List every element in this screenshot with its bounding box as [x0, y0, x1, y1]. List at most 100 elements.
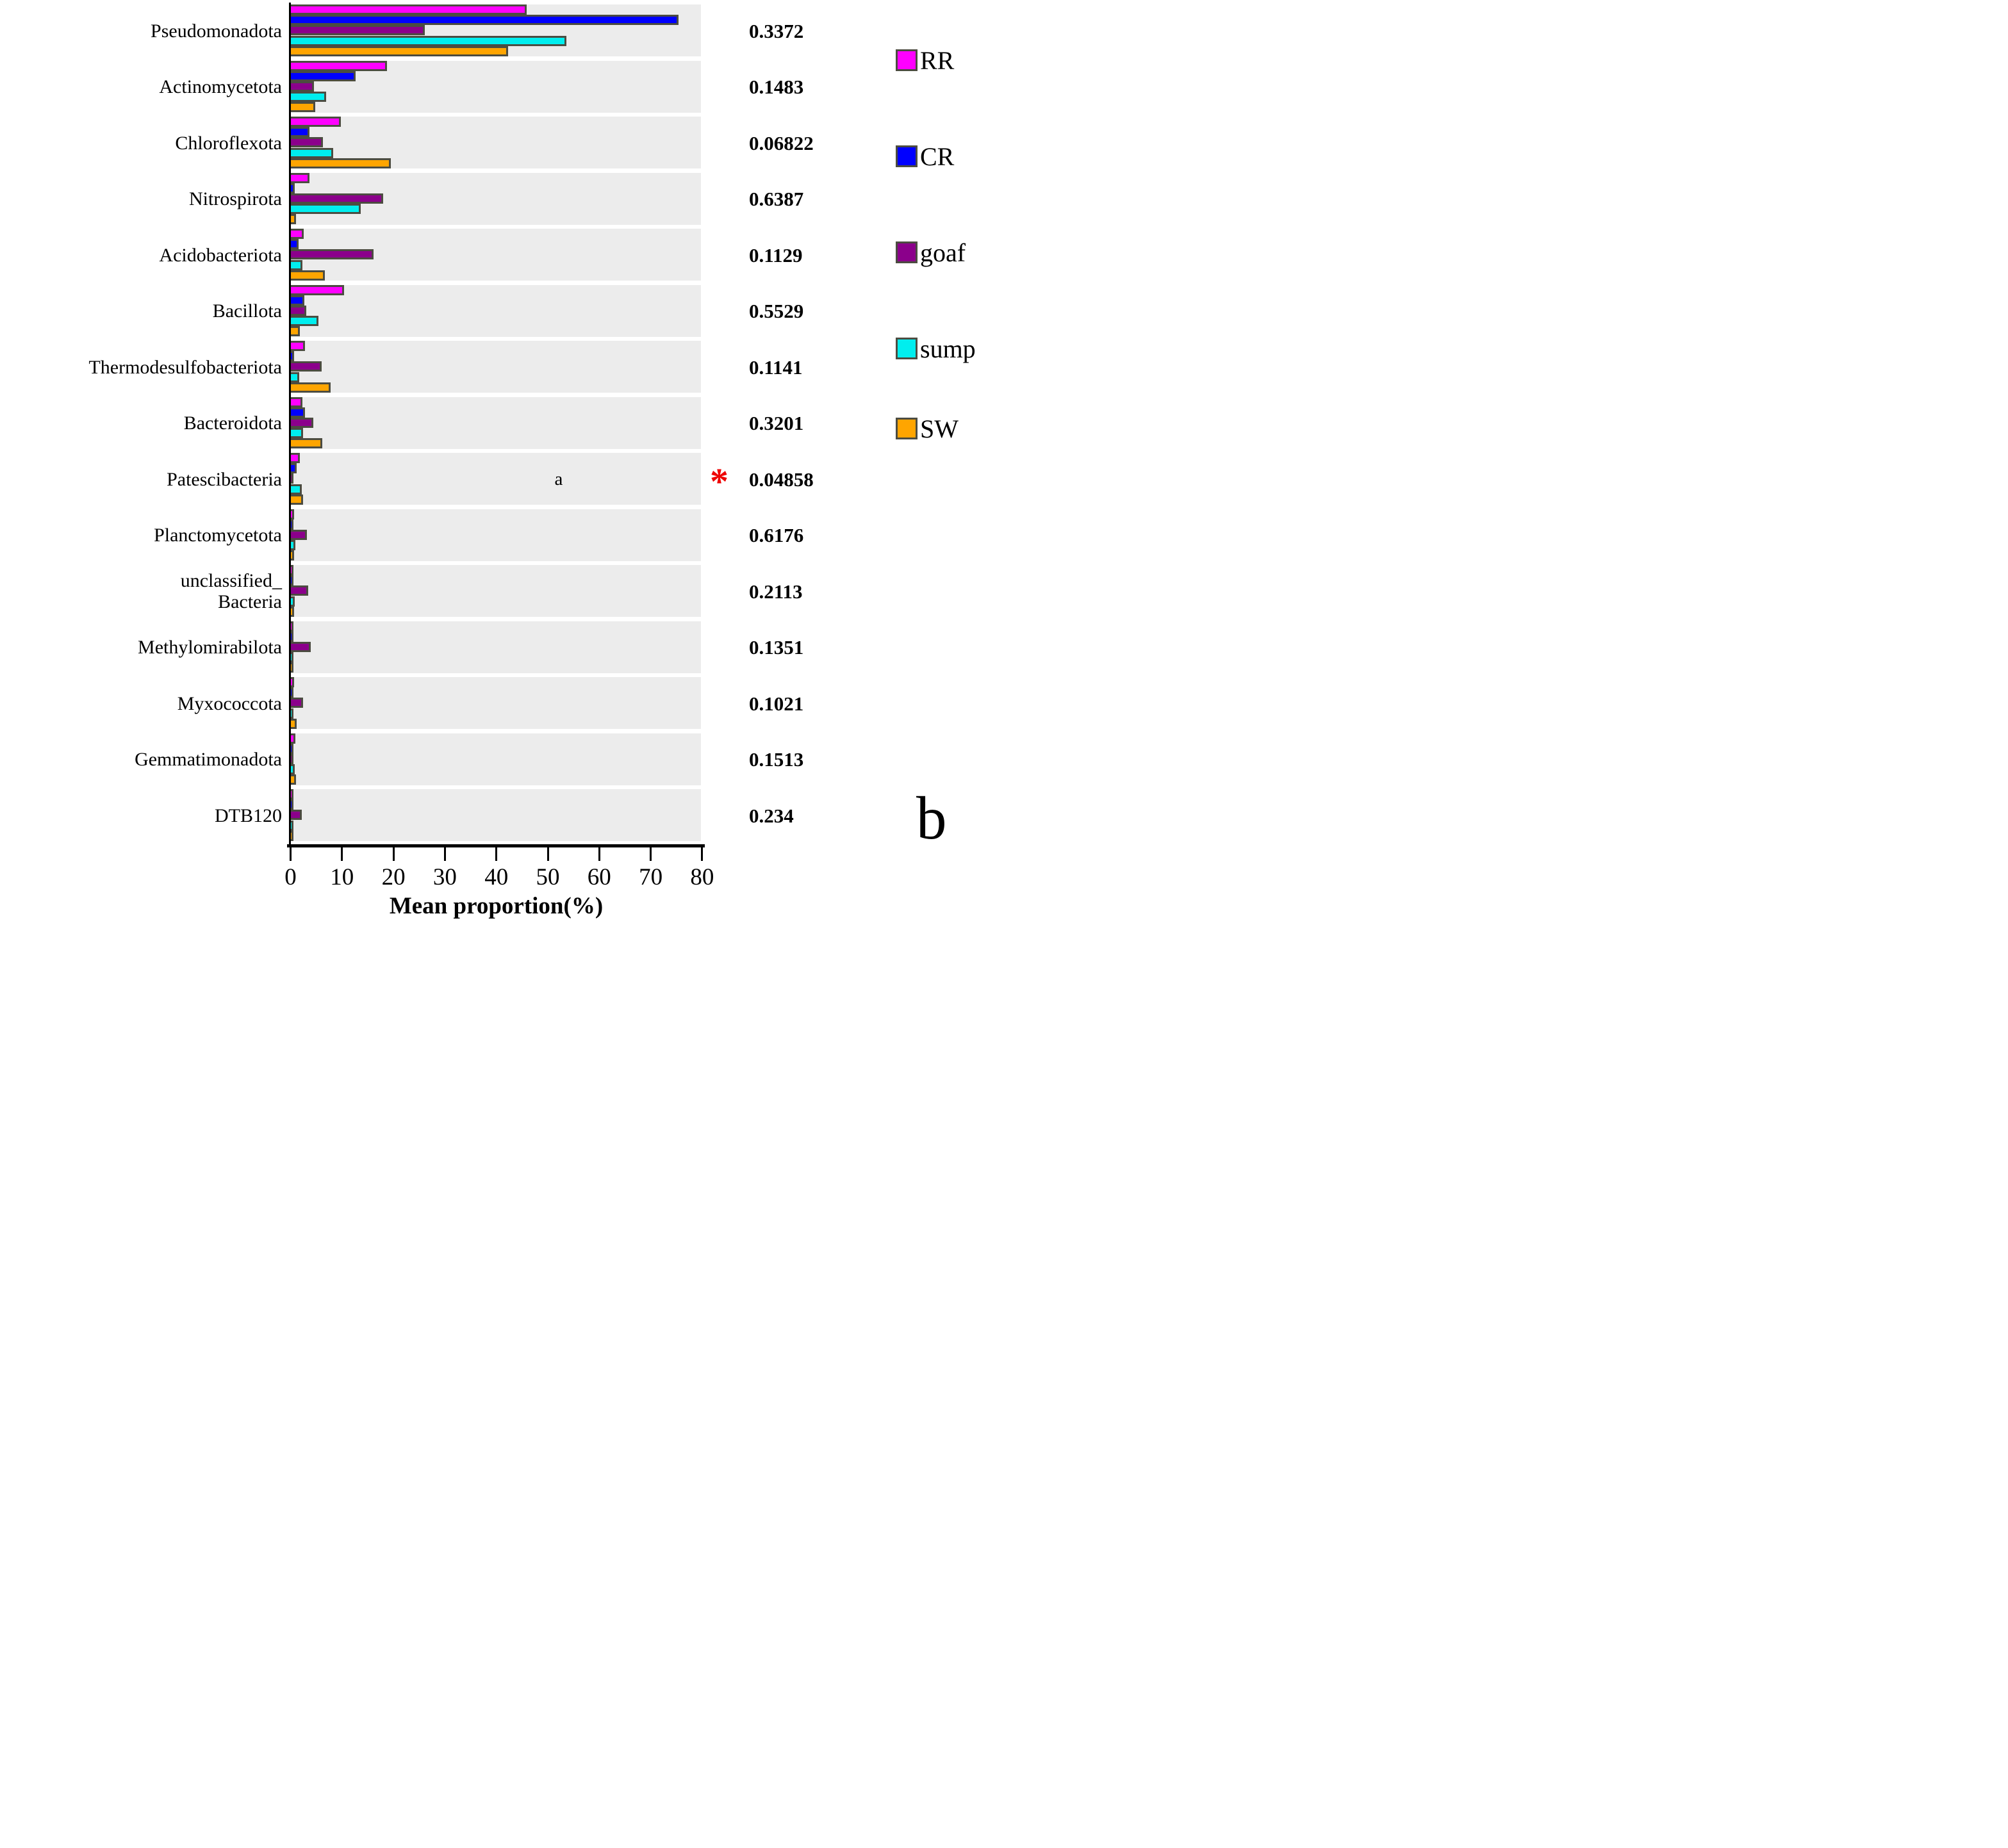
p-value: 0.5529	[749, 300, 804, 322]
bar-SW	[289, 438, 322, 449]
bar-goaf	[289, 137, 323, 148]
x-tick-label: 80	[690, 864, 714, 890]
p-value: 0.1351	[749, 636, 804, 658]
legend-swatch	[896, 49, 918, 71]
bar-goaf	[289, 193, 383, 204]
category-label: DTB120	[215, 805, 282, 826]
x-tick	[547, 847, 549, 861]
p-value: 0.6387	[749, 188, 804, 210]
p-value: 0.1129	[749, 243, 803, 266]
bar-CR	[289, 295, 305, 306]
x-tick-label: 20	[381, 864, 406, 890]
x-tick	[392, 847, 395, 861]
p-value: 0.1483	[749, 76, 804, 98]
category-label: Bacteroidota	[183, 413, 282, 434]
category-label: Bacillota	[212, 300, 282, 322]
legend-swatch	[896, 241, 918, 263]
bar-SW	[289, 270, 325, 281]
bar-sump	[289, 35, 567, 46]
x-axis-title: Mean proportion(%)	[389, 893, 604, 919]
row-band	[290, 453, 702, 505]
x-tick-label: 60	[587, 864, 611, 890]
bar-SW	[289, 494, 304, 505]
category-label: Patescibacteria	[167, 468, 282, 490]
bar-sump	[289, 147, 333, 158]
bar-sump	[289, 92, 327, 102]
row-band	[290, 789, 702, 841]
legend-label: CR	[920, 142, 955, 171]
category-label: Myxococcota	[177, 692, 282, 714]
p-value: 0.3201	[749, 412, 804, 434]
bar-CR	[289, 127, 309, 138]
bar-SW	[289, 382, 331, 393]
row-band	[290, 677, 702, 729]
bar-goaf	[289, 81, 314, 92]
x-tick	[495, 847, 498, 861]
legend-swatch	[896, 338, 918, 359]
bar-goaf	[289, 585, 309, 596]
category-label: Actinomycetota	[159, 76, 282, 97]
p-value: 0.1513	[749, 748, 804, 771]
row-band	[290, 565, 702, 617]
bar-RR	[289, 172, 309, 183]
row-band	[290, 397, 702, 449]
bar-SW	[289, 102, 316, 113]
x-tick	[598, 847, 600, 861]
bar-goaf	[289, 305, 306, 316]
bar-CR	[289, 70, 356, 81]
x-tick-label: 70	[639, 864, 663, 890]
bar-goaf	[289, 25, 425, 36]
x-tick-label: 50	[536, 864, 560, 890]
category-label: Gemmatimonadota	[135, 749, 282, 770]
row-band	[290, 509, 702, 561]
bar-goaf	[289, 698, 304, 708]
x-axis-line	[287, 844, 705, 847]
row-band	[290, 341, 702, 393]
p-value: 0.06822	[749, 131, 814, 154]
x-tick-label: 10	[330, 864, 354, 890]
category-label: Planctomycetota	[154, 525, 282, 546]
legend-swatch	[896, 145, 918, 167]
x-tick-label: 30	[432, 864, 457, 890]
bar-sump	[289, 316, 319, 327]
bar-sump	[289, 204, 361, 215]
x-tick-label: 40	[484, 864, 509, 890]
p-value: 0.1141	[749, 356, 803, 379]
row-band	[290, 621, 702, 673]
bar-goaf	[289, 417, 314, 428]
annotation-a: a	[554, 468, 563, 489]
bar-sump	[289, 259, 303, 270]
p-value: 0.2113	[749, 580, 803, 603]
category-label: unclassified_ Bacteria	[180, 569, 282, 612]
category-label: Nitrospirota	[189, 188, 282, 209]
p-value: 0.04858	[749, 468, 814, 491]
category-label: Pseudomonadota	[151, 20, 282, 42]
row-band	[290, 284, 702, 337]
legend-label: goaf	[920, 238, 966, 267]
y-axis-line	[289, 3, 291, 846]
bar-goaf	[289, 810, 302, 821]
bar-RR	[289, 4, 527, 15]
x-tick	[290, 847, 292, 861]
x-tick	[650, 847, 652, 861]
x-tick-label: 0	[284, 864, 297, 890]
bar-goaf	[289, 249, 374, 260]
bar-SW	[289, 45, 508, 56]
grouped-bar-chart-figure: Pseudomonadota Actinomycetota Chloroflexot…	[0, 0, 1004, 924]
panel-letter-b: b	[916, 784, 947, 852]
category-label: Thermodesulfobacteriota	[88, 356, 282, 378]
bar-SW	[289, 158, 391, 168]
p-value: 0.6176	[749, 524, 804, 546]
bar-RR	[289, 397, 303, 407]
category-label: Methylomirabilota	[138, 637, 282, 658]
legend-label: SW	[920, 414, 959, 443]
bar-RR	[289, 341, 306, 351]
bar-goaf	[289, 529, 308, 540]
bar-RR	[289, 284, 345, 295]
x-tick	[341, 847, 343, 861]
bar-RR	[289, 60, 387, 71]
bar-goaf	[289, 641, 311, 652]
bar-sump	[289, 428, 304, 439]
bar-RR	[289, 117, 342, 127]
x-tick	[443, 847, 446, 861]
